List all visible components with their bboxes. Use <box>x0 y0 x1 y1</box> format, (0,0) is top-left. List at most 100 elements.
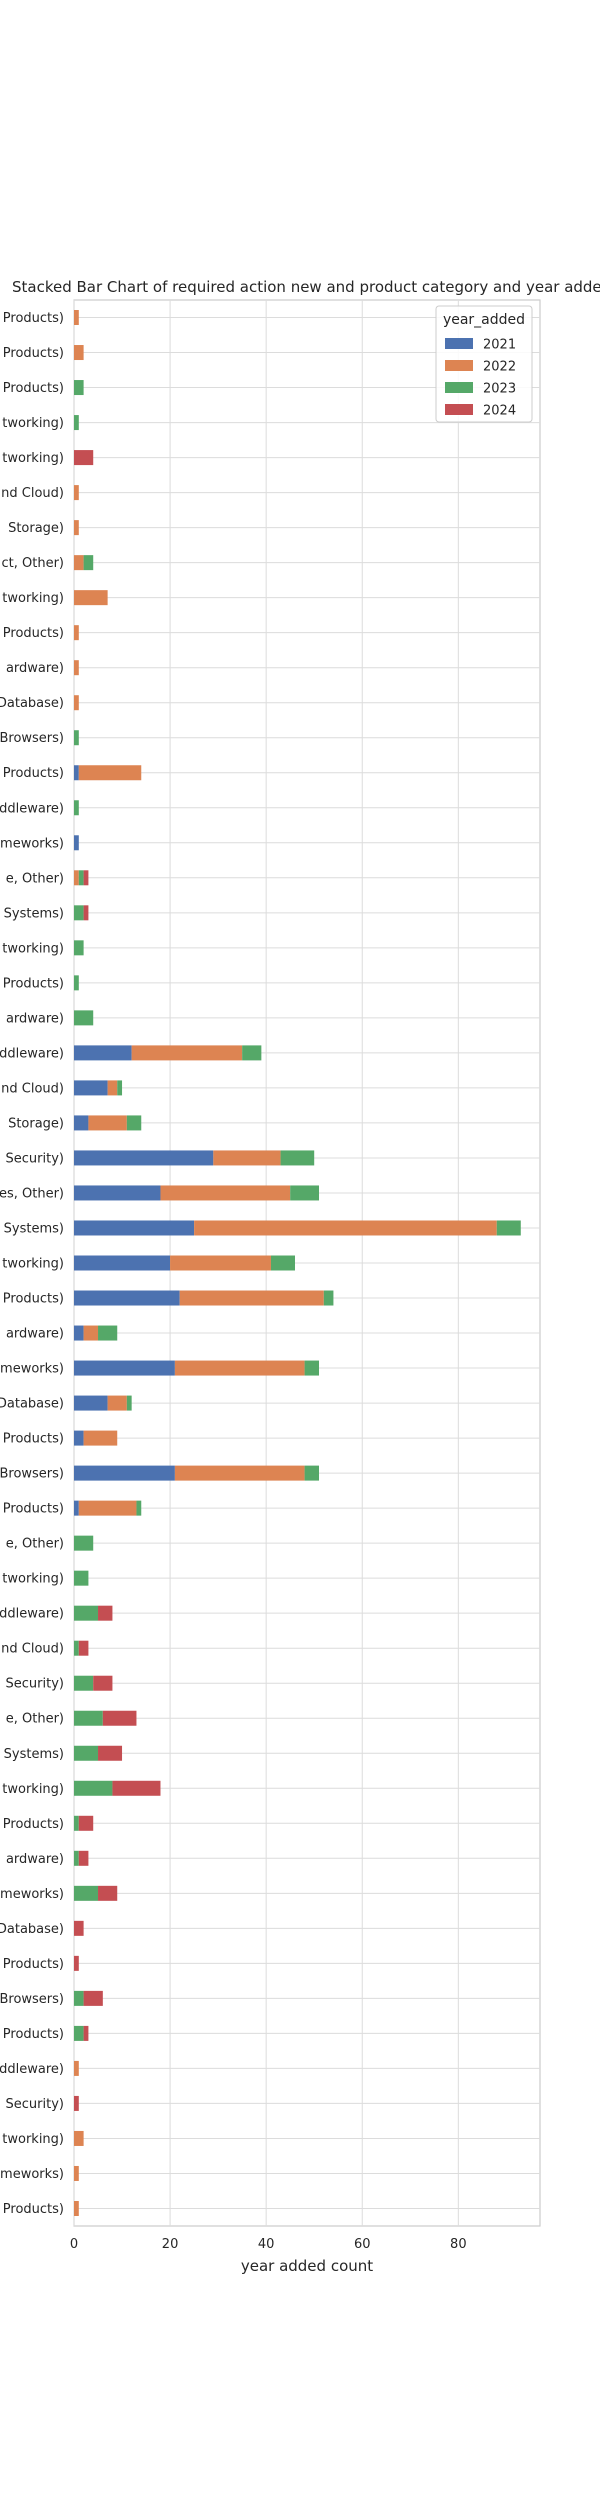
bar-segment-2022 <box>74 555 84 571</box>
bar-segment-2022 <box>74 310 79 326</box>
bar-segment-2022 <box>74 345 84 361</box>
y-tick-label: Systems) <box>4 1747 64 1762</box>
x-axis-label: year added count <box>241 2257 373 2275</box>
bar-segment-2023 <box>74 1010 94 1026</box>
bar-segment-2021 <box>74 1080 108 1096</box>
bar-segment-2022 <box>107 1080 118 1096</box>
bar-segment-2024 <box>102 1710 137 1726</box>
y-tick-label: tworking) <box>2 416 64 431</box>
y-tick-label: ardware) <box>6 1011 64 1026</box>
bar-segment-2024 <box>83 870 89 886</box>
bar-segment-2023 <box>126 1395 132 1411</box>
x-tick-label: 40 <box>258 2237 275 2252</box>
y-tick-label: ddleware) <box>0 1607 64 1622</box>
bar-segment-2022 <box>74 2130 84 2146</box>
bar-segment-2023 <box>74 1570 89 1586</box>
bar-segment-2023 <box>117 1080 123 1096</box>
bar-segment-2023 <box>280 1150 315 1166</box>
y-tick-label: Products) <box>3 1432 64 1447</box>
y-tick-label: es, Other) <box>0 1186 64 1201</box>
bar-segment-2023 <box>74 1850 79 1866</box>
x-tick-label: 0 <box>70 2237 78 2252</box>
bar-segment-2022 <box>88 1115 127 1131</box>
y-tick-label: tworking) <box>2 1782 64 1797</box>
bar-segment-2021 <box>74 1500 79 1516</box>
y-tick-label: Security) <box>6 1151 64 1166</box>
bar-segment-2023 <box>74 1815 79 1831</box>
y-tick-label: e, Other) <box>6 871 64 886</box>
y-tick-label: e, Other) <box>6 1712 64 1727</box>
bar-segment-2023 <box>304 1360 320 1376</box>
y-tick-label: nd Cloud) <box>1 486 64 501</box>
y-tick-label: Storage) <box>8 1116 64 1131</box>
bar-segment-2021 <box>74 1255 171 1271</box>
bar-segment-2023 <box>74 905 84 921</box>
bar-segment-2024 <box>98 1605 113 1621</box>
bar-segment-2023 <box>74 415 79 431</box>
bar-segment-2023 <box>136 1500 142 1516</box>
bar-segment-2024 <box>83 2025 89 2041</box>
bar-segment-2023 <box>304 1465 320 1481</box>
bar-segment-2023 <box>242 1045 262 1061</box>
y-tick-label: Products) <box>3 1817 64 1832</box>
bar-segment-2023 <box>323 1290 334 1306</box>
bar-segment-2023 <box>74 1605 99 1621</box>
bar-segment-2022 <box>194 1220 497 1236</box>
bar-segment-2022 <box>74 485 79 501</box>
bar-segment-2022 <box>74 590 108 606</box>
bar-segment-2021 <box>74 835 79 851</box>
bar-segment-2021 <box>74 1465 175 1481</box>
y-tick-label: ardware) <box>6 661 64 676</box>
y-tick-label: Products) <box>3 766 64 781</box>
y-tick-label: ardware) <box>6 1327 64 1342</box>
bar-segment-2024 <box>83 1990 103 2006</box>
y-tick-label: Products) <box>3 2202 64 2217</box>
x-tick-labels: 0 20 40 60 80 <box>70 2237 467 2252</box>
bar-segment-2022 <box>131 1045 243 1061</box>
bar-segment-2022 <box>74 2060 79 2076</box>
y-tick-label: Products) <box>3 626 64 641</box>
y-tick-label: Products) <box>3 1292 64 1307</box>
bar-segment-2021 <box>74 765 79 781</box>
bar-segment-2022 <box>74 2165 79 2181</box>
y-tick-label: tworking) <box>2 941 64 956</box>
x-tick-label: 20 <box>162 2237 179 2252</box>
bar-segment-2024 <box>78 1640 89 1656</box>
y-tick-label: ddleware) <box>0 1046 64 1061</box>
bar-segment-2023 <box>98 1325 118 1341</box>
bar-segment-2021 <box>74 1115 89 1131</box>
bar-segment-2023 <box>74 975 79 991</box>
bars <box>74 310 521 2216</box>
bar-segment-2023 <box>496 1220 521 1236</box>
bar-segment-2024 <box>74 2095 79 2111</box>
y-tick-label: Products) <box>3 381 64 396</box>
bar-segment-2022 <box>74 2200 79 2216</box>
bar-segment-2022 <box>174 1465 305 1481</box>
y-tick-label: tworking) <box>2 1257 64 1272</box>
y-tick-label: Security) <box>6 1677 64 1692</box>
bar-segment-2023 <box>74 380 84 396</box>
bar-segment-2021 <box>74 1290 180 1306</box>
bar-segment-2022 <box>78 765 142 781</box>
y-tick-label: Database) <box>0 1397 64 1412</box>
bar-segment-2021 <box>74 1150 214 1166</box>
y-tick-label: Products) <box>3 346 64 361</box>
y-tick-label: ardware) <box>6 1852 64 1867</box>
y-tick-label: tworking) <box>2 591 64 606</box>
bar-segment-2022 <box>179 1290 324 1306</box>
bar-segment-2023 <box>74 1885 99 1901</box>
y-tick-label: Products) <box>3 976 64 991</box>
bar-segment-2024 <box>98 1885 118 1901</box>
bar-segment-2022 <box>160 1185 291 1201</box>
bar-segment-2022 <box>78 1500 137 1516</box>
bar-segment-2023 <box>74 1710 103 1726</box>
y-tick-label: tworking) <box>2 451 64 466</box>
y-tick-label: Database) <box>0 696 64 711</box>
legend-label-2024: 2024 <box>483 404 516 419</box>
y-tick-label: e, Other) <box>6 1537 64 1552</box>
y-tick-label: tworking) <box>2 1572 64 1587</box>
y-tick-label: ddleware) <box>0 2062 64 2077</box>
legend: year_added 2021 2022 2023 2024 <box>435 305 533 423</box>
bar-segment-2024 <box>83 905 89 921</box>
bar-segment-2021 <box>74 1430 84 1446</box>
